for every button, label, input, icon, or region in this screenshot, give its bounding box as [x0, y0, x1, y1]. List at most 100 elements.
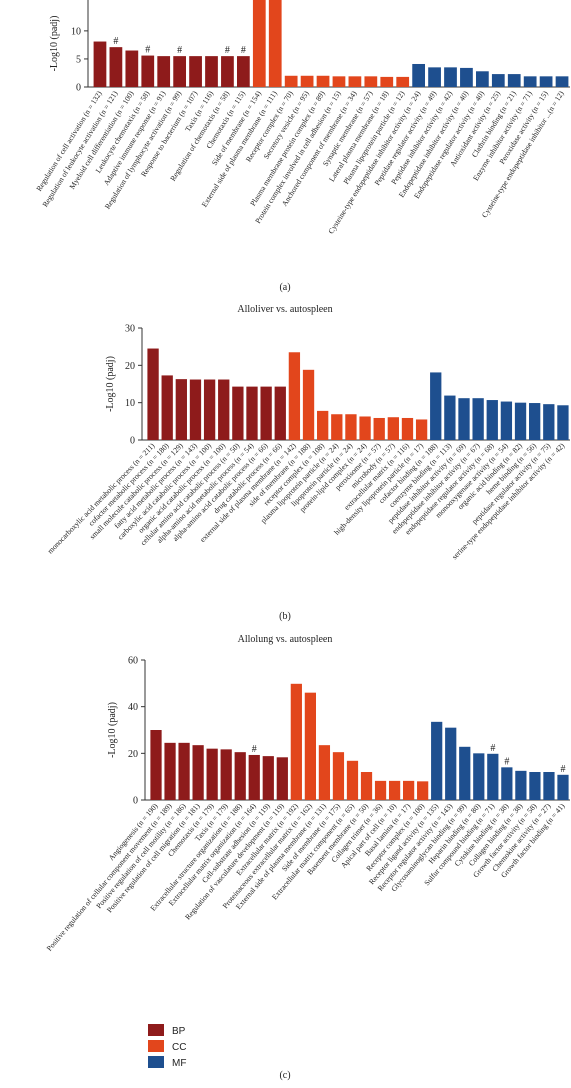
bar: [173, 56, 187, 87]
bar: [515, 770, 527, 800]
bar: [543, 404, 555, 440]
y-tick-label: 10: [125, 398, 135, 409]
bar: [276, 757, 288, 800]
legend-swatch: [148, 1024, 164, 1036]
bar: [487, 753, 499, 800]
legend-swatch: [148, 1040, 164, 1052]
bar: [529, 772, 541, 800]
bar: [445, 727, 457, 800]
bar: [288, 352, 301, 440]
bar: [157, 56, 171, 87]
legend-swatch: [148, 1056, 164, 1068]
bar: [164, 742, 176, 800]
bar: [125, 50, 139, 87]
bar: [401, 417, 414, 440]
chart-title: Allolung vs. autospleen: [238, 634, 333, 645]
bar: [529, 403, 541, 440]
significance-mark: #: [177, 45, 182, 56]
bar: [234, 752, 246, 800]
bar: [458, 398, 470, 440]
bar: [557, 405, 569, 440]
bar: [415, 419, 428, 440]
bar: [459, 746, 471, 800]
caption: (b): [279, 611, 291, 622]
bar: [246, 386, 258, 440]
y-tick-label: 0: [130, 436, 135, 447]
bar: [364, 76, 378, 87]
bar: [444, 395, 456, 440]
significance-mark: #: [241, 45, 246, 56]
bar: [220, 749, 232, 800]
bar: [218, 379, 230, 440]
x-tick-label: Positive regulation of cellular componen…: [45, 801, 174, 953]
bar: [236, 56, 250, 87]
bar: [507, 74, 521, 87]
bar: [274, 386, 286, 440]
significance-mark: #: [145, 45, 150, 56]
bar: [178, 742, 190, 800]
bar: [93, 41, 107, 87]
y-axis-label: -Log10 (padj): [49, 16, 60, 72]
bar: [260, 386, 272, 440]
y-tick-label: 0: [76, 83, 81, 94]
bar: [430, 372, 442, 440]
bar: [268, 0, 282, 87]
bar: [348, 76, 362, 87]
bar: [444, 67, 457, 87]
bar: [284, 75, 298, 87]
bar: [345, 414, 357, 440]
bar: [387, 417, 399, 440]
bar: [360, 772, 373, 800]
y-tick-label: 5: [76, 54, 81, 65]
bar: [232, 386, 244, 440]
bar: [189, 56, 202, 87]
bar: [318, 745, 331, 800]
bar: [539, 76, 553, 87]
legend-label: CC: [172, 1042, 186, 1053]
bar: [428, 67, 441, 87]
y-tick-label: 0: [133, 796, 138, 807]
bar: [290, 683, 302, 800]
y-tick-label: 20: [125, 361, 135, 372]
bar: [252, 0, 266, 87]
significance-mark: #: [252, 744, 257, 755]
bar: [412, 63, 426, 87]
bar: [472, 398, 484, 440]
y-axis-label: -Log10 (padj): [105, 356, 116, 412]
legend-label: MF: [172, 1058, 186, 1069]
caption: (a): [279, 282, 290, 293]
y-tick-label: 30: [125, 324, 135, 335]
significance-mark: #: [113, 36, 118, 47]
bar: [150, 730, 162, 800]
bar: [374, 780, 387, 800]
bar: [501, 767, 513, 800]
y-tick-label: 10: [71, 26, 81, 37]
bar: [203, 379, 216, 440]
bar: [475, 71, 489, 87]
bar: [514, 402, 527, 440]
bar: [189, 379, 202, 440]
legend-label: BP: [172, 1026, 186, 1037]
bar: [346, 760, 359, 800]
significance-mark: #: [504, 756, 509, 767]
significance-mark: #: [560, 764, 565, 775]
bar: [460, 67, 473, 87]
bar: [431, 721, 443, 800]
significance-mark: #: [225, 45, 230, 56]
bar: [304, 692, 316, 800]
y-tick-label: 40: [128, 702, 138, 713]
bar: [523, 76, 537, 87]
bar: [262, 756, 274, 800]
chart-title: Alloliver vs. autospleen: [237, 304, 332, 315]
bar: [380, 76, 394, 87]
bar: [192, 745, 204, 800]
bar: [373, 417, 385, 440]
significance-mark: #: [490, 743, 495, 754]
bar: [473, 753, 485, 800]
caption: (c): [279, 1070, 290, 1081]
bar: [141, 55, 155, 87]
bar: [175, 379, 187, 440]
bar: [555, 76, 569, 87]
bar: [221, 56, 234, 87]
bar: [332, 76, 346, 87]
